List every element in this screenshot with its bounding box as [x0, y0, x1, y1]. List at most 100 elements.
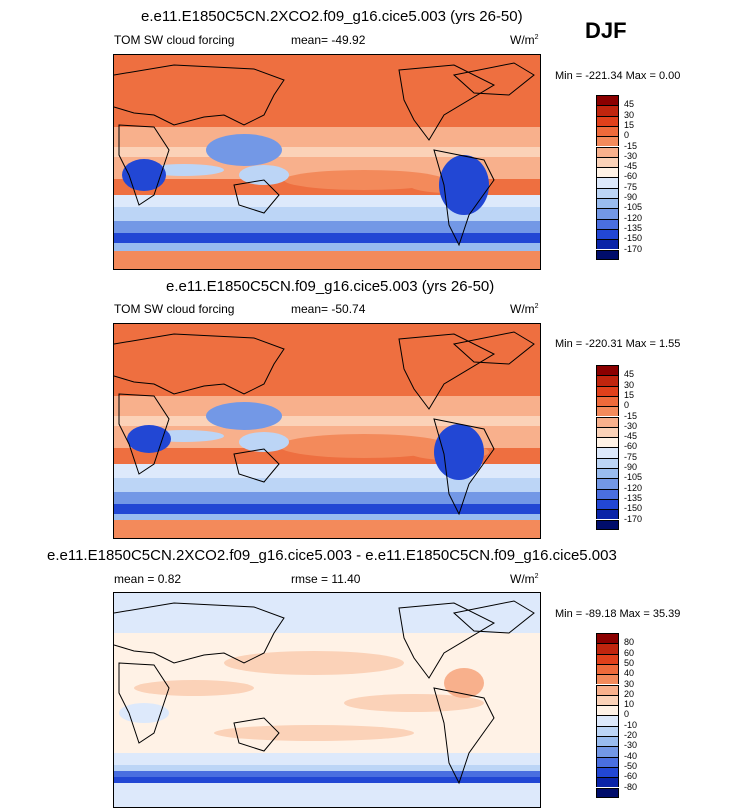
colorbar-cell — [596, 208, 619, 219]
colorbar-cell — [596, 633, 619, 644]
colorbar-tick-label: 30 — [624, 678, 635, 689]
colorbar-cell — [596, 426, 619, 438]
colorbar-cell — [596, 218, 619, 229]
panel-2-colorbar: 45 30 15 0 -15 -30 -45 -60 -75 -90 -105 -120 -135 -15… — [596, 365, 656, 535]
panel-1-title: e.e11.E1850C5CN.2XCO2.f09_g16.cice5.003 … — [141, 8, 523, 25]
panel-3-rmse: rmse = 11.40 — [291, 572, 361, 586]
colorbar-tick-label: -75 — [624, 451, 638, 462]
colorbar-cell — [596, 385, 619, 396]
colorbar-tick-label: -105 — [624, 202, 643, 213]
colorbar-cell — [596, 365, 619, 376]
colorbar-cell — [596, 663, 619, 675]
colorbar-cell — [596, 198, 619, 209]
colorbar-cell — [596, 406, 619, 417]
colorbar-cell — [596, 787, 619, 798]
colorbar-cell — [596, 736, 619, 747]
panel-2-title: e.e11.E1850C5CN.f09_g16.cice5.003 (yrs 2… — [166, 278, 495, 295]
panel-3-minmax: Min = -89.18 Max = 35.39 — [555, 608, 681, 620]
colorbar-cell — [596, 228, 619, 240]
colorbar-cell — [596, 715, 619, 726]
colorbar-tick-label: -150 — [624, 233, 643, 244]
panel-2-map — [113, 323, 541, 539]
colorbar-tick-label: -50 — [624, 760, 638, 771]
panel-3-units: W/m2 — [510, 572, 539, 586]
colorbar-cell — [596, 643, 619, 654]
panel-3-colorbar: 80 60 50 40 30 20 10 0 -10 -20 -30 -40 -50 -60 -80 — [596, 633, 656, 803]
colorbar-cell — [596, 694, 619, 706]
colorbar-cell — [596, 684, 619, 695]
colorbar-tick-label: -90 — [624, 462, 638, 472]
colorbar-cell — [596, 375, 619, 386]
panel-1-map — [113, 54, 541, 270]
panel-3-map — [113, 592, 541, 808]
panel-1-minmax: Min = -221.34 Max = 0.00 — [555, 70, 681, 82]
panel-1-variable-label: TOM SW cloud forcing — [114, 33, 235, 47]
colorbar-cell — [596, 437, 619, 448]
colorbar-cell — [596, 156, 619, 168]
colorbar-tick-label: -135 — [624, 222, 643, 233]
colorbar-cell — [596, 136, 619, 147]
colorbar-tick-label: -10 — [624, 719, 638, 730]
colorbar-tick-label: 30 — [624, 109, 635, 120]
colorbar-cell — [596, 95, 619, 106]
colorbar-tick-label: -60 — [624, 441, 638, 452]
colorbar-cell — [596, 756, 619, 767]
panel-1-mean: mean= -49.92 — [291, 33, 366, 47]
colorbar-cell — [596, 777, 619, 788]
colorbar-tick-label: 80 — [624, 637, 635, 648]
colorbar-tick-label: -135 — [624, 492, 643, 503]
colorbar-cell — [596, 746, 619, 757]
panel-2-minmax: Min = -220.31 Max = 1.55 — [555, 338, 681, 350]
colorbar-tick-label: 0 — [624, 709, 630, 720]
colorbar-cell — [596, 105, 619, 116]
colorbar-cell — [596, 249, 619, 260]
colorbar-tick-label: -105 — [624, 472, 643, 483]
colorbar-cell — [596, 705, 619, 716]
colorbar-tick-label: -170 — [624, 243, 643, 254]
colorbar-tick-label: -60 — [624, 771, 638, 782]
colorbar-tick-label: -80 — [624, 781, 638, 792]
colorbar-cell — [596, 395, 619, 407]
colorbar-tick-label: 45 — [624, 99, 635, 110]
colorbar-tick-label: 40 — [624, 668, 635, 679]
season-label: DJF — [585, 18, 627, 43]
panel-2-variable-label: TOM SW cloud forcing — [114, 302, 235, 316]
colorbar-cell — [596, 115, 619, 126]
colorbar-cell — [596, 468, 619, 479]
colorbar-cell — [596, 177, 619, 188]
colorbar-cell — [596, 167, 619, 178]
colorbar-tick-label: -150 — [624, 503, 643, 514]
colorbar-tick-label: 20 — [624, 688, 635, 699]
colorbar-cell — [596, 478, 619, 489]
colorbar-cell — [596, 447, 619, 458]
colorbar-tick-label: 0 — [624, 130, 630, 141]
panel-3-title: e.e11.E1850C5CN.2XCO2.f09_g16.cice5.003 … — [47, 547, 617, 564]
colorbar-cell — [596, 187, 619, 198]
colorbar-tick-label: -45 — [624, 431, 638, 442]
colorbar-cell — [596, 457, 619, 468]
colorbar-cell — [596, 509, 619, 520]
colorbar-tick-label: -20 — [624, 730, 638, 740]
colorbar-tick-label: 15 — [624, 389, 635, 400]
colorbar-cell — [596, 653, 619, 664]
colorbar-cell — [596, 674, 619, 685]
colorbar-tick-label: -60 — [624, 171, 638, 182]
colorbar-cell — [596, 498, 619, 510]
colorbar-tick-label: -30 — [624, 420, 638, 431]
colorbar-tick-label: 30 — [624, 379, 635, 390]
colorbar-tick-label: -40 — [624, 750, 638, 761]
colorbar-tick-label: -30 — [624, 150, 638, 161]
colorbar-cell — [596, 519, 619, 530]
colorbar-tick-label: -120 — [624, 212, 643, 223]
colorbar-tick-label: -90 — [624, 192, 638, 202]
colorbar-tick-label: -170 — [624, 513, 643, 524]
colorbar-cell — [596, 416, 619, 427]
colorbar-tick-label: -45 — [624, 161, 638, 172]
panel-2-units: W/m2 — [510, 302, 539, 316]
colorbar-tick-label: 10 — [624, 699, 635, 710]
colorbar-tick-label: -15 — [624, 410, 638, 421]
colorbar-tick-label: 15 — [624, 119, 635, 130]
colorbar-cell — [596, 239, 619, 250]
panel-1-units: W/m2 — [510, 33, 539, 47]
panel-2-mean: mean= -50.74 — [291, 302, 366, 316]
